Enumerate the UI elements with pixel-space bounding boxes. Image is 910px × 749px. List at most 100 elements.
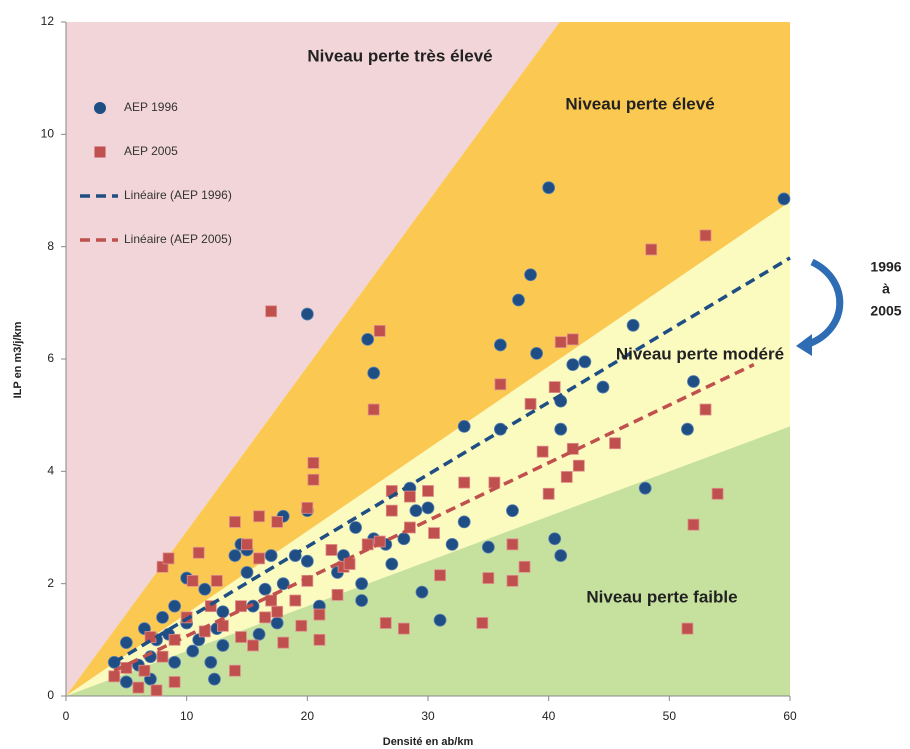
point: [331, 589, 344, 601]
point: [638, 481, 652, 495]
point: [457, 419, 471, 433]
legend-label: Linéaire (AEP 1996): [124, 188, 232, 202]
point: [271, 605, 284, 618]
point: [186, 574, 199, 587]
point: [367, 366, 381, 380]
x-tick-label: 30: [421, 709, 435, 723]
point: [119, 636, 133, 650]
point: [494, 378, 507, 391]
x-tick-label: 10: [180, 709, 194, 723]
point: [264, 549, 278, 562]
point: [361, 332, 375, 346]
legend-label: AEP 1996: [124, 100, 178, 114]
marks: [61, 21, 791, 701]
point: [108, 670, 121, 683]
point: [162, 552, 175, 565]
legend-label: AEP 2005: [124, 144, 178, 158]
point: [687, 375, 700, 388]
x-tick-label: 20: [301, 709, 315, 723]
zone-label: Niveau perte très élevé: [307, 46, 492, 65]
point: [699, 229, 712, 242]
point: [578, 355, 592, 369]
point: [554, 336, 567, 349]
point: [138, 664, 151, 677]
point: [229, 664, 241, 677]
point: [216, 639, 230, 652]
point: [235, 600, 247, 613]
point: [385, 557, 399, 571]
x-tick-label: 60: [783, 709, 797, 723]
point: [132, 681, 145, 694]
point: [542, 487, 555, 500]
legend-swatch: [94, 146, 106, 158]
point: [397, 622, 410, 635]
point: [572, 459, 585, 472]
point: [403, 490, 416, 503]
point: [530, 346, 543, 360]
point: [397, 532, 411, 546]
legend-label: Linéaire (AEP 2005): [124, 232, 232, 246]
x-tick-label: 40: [542, 709, 556, 723]
point: [186, 644, 200, 658]
point: [457, 515, 471, 529]
point: [626, 318, 640, 332]
y-tick-label: 0: [47, 688, 54, 702]
point: [421, 501, 435, 515]
trend-line: [113, 363, 755, 673]
point: [445, 537, 459, 551]
point: [385, 504, 398, 517]
point: [476, 617, 489, 629]
x-tick-label: 0: [63, 709, 70, 723]
point: [240, 566, 254, 579]
point: [609, 437, 621, 450]
point: [355, 577, 369, 591]
point: [518, 560, 531, 573]
point: [277, 636, 290, 649]
point: [373, 535, 386, 548]
y-tick-label: 10: [41, 127, 55, 141]
point: [566, 358, 580, 372]
zone-label: Niveau perte modéré: [616, 344, 784, 363]
point: [229, 515, 241, 528]
point: [422, 485, 434, 497]
point: [271, 515, 284, 528]
point: [235, 631, 247, 643]
point: [596, 380, 610, 394]
point: [433, 613, 447, 627]
point: [548, 381, 561, 393]
point: [434, 569, 446, 582]
zone: [66, 426, 790, 696]
point: [228, 549, 242, 562]
point: [168, 655, 182, 669]
point: [415, 585, 429, 599]
point: [156, 560, 169, 573]
point: [379, 617, 392, 629]
point: [506, 574, 519, 587]
point: [307, 473, 320, 486]
y-tick-label: 8: [47, 239, 54, 253]
trend-line: [113, 256, 791, 664]
x-tick-label: 50: [663, 709, 677, 723]
point: [253, 510, 265, 523]
point: [289, 594, 302, 607]
annotation: 1996: [870, 259, 901, 275]
point: [313, 608, 326, 621]
y-tick-label: 6: [47, 351, 54, 365]
point: [156, 650, 169, 663]
point: [192, 546, 205, 559]
point: [300, 554, 314, 568]
point: [210, 574, 223, 587]
point: [313, 633, 326, 646]
point: [506, 538, 519, 551]
point: [265, 305, 278, 318]
legend-swatch: [94, 102, 106, 114]
point: [144, 631, 157, 643]
point: [168, 676, 181, 688]
annotation: 2005: [870, 303, 901, 319]
y-tick-label: 2: [47, 576, 54, 590]
point: [482, 572, 495, 584]
point: [536, 445, 549, 458]
point: [198, 582, 212, 596]
point: [156, 610, 169, 624]
